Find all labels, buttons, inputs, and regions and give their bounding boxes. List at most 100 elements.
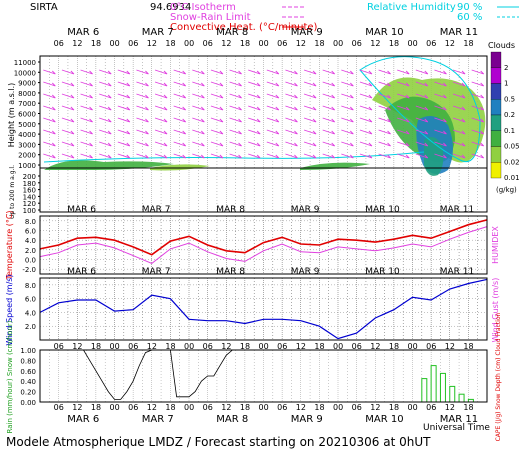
hour-tick-label: 00 [110, 403, 120, 412]
wind-arrow [378, 81, 391, 87]
wind-arrow [266, 105, 280, 111]
panel-frame [39, 277, 488, 341]
hour-tick-label: 18 [314, 39, 324, 48]
day-label: MAR 9 [291, 267, 320, 277]
wind-arrow [192, 69, 205, 75]
wind-arrow [266, 129, 280, 135]
low-height-tick-label: 200 [23, 173, 36, 181]
temp-tick-label: 8.0 [25, 218, 36, 226]
day-label: MAR 7 [142, 27, 174, 38]
wind-arrow [471, 69, 485, 75]
wind-arrow [285, 69, 298, 75]
temp-series-line [39, 219, 488, 256]
wind-arrow [61, 129, 75, 135]
day-label: MAR 8 [216, 414, 248, 425]
wind-arrow [285, 129, 298, 135]
wind-arrow [80, 117, 93, 123]
wind-arrow [285, 153, 298, 159]
height-tick-label: 6000 [18, 111, 36, 119]
day-label: MAR 10 [365, 414, 403, 425]
wind-arrow [248, 153, 261, 159]
hour-tick-label: 18 [314, 342, 324, 351]
height-axis-title: Height (m a.s.l.) [7, 83, 16, 148]
wind-arrow [210, 117, 224, 123]
wind-tick-label: 6.0 [25, 296, 36, 304]
hour-tick-label: 18 [389, 39, 399, 48]
hour-tick-label: 00 [408, 403, 418, 412]
wind-arrow [359, 141, 373, 147]
wind-arrow [99, 81, 112, 87]
wind-arrow [303, 141, 317, 147]
wind-arrow [248, 93, 261, 99]
wind-arrow [136, 117, 149, 123]
hour-tick-label: 12 [72, 39, 82, 48]
wind-arrow [452, 141, 466, 147]
low-height-tick-label: 120 [23, 200, 36, 208]
panel-frame [39, 349, 488, 403]
legend-rh-90: 90 % [457, 2, 482, 13]
wind-arrow [80, 129, 93, 135]
day-label: MAR 6 [67, 414, 99, 425]
wind-arrow [210, 69, 224, 75]
hour-tick-label: 06 [128, 39, 138, 48]
wind-arrow [341, 117, 354, 123]
hour-tick-label: 18 [389, 403, 399, 412]
wind-arrow [154, 93, 168, 99]
height-tick-label: 1000 [18, 162, 36, 170]
wind-arrow [415, 129, 429, 135]
legend-convective: Convective Heat. (°C/minute) [170, 22, 318, 33]
day-label: MAR 6 [67, 205, 96, 215]
wind-arrow [173, 105, 187, 111]
day-label: MAR 11 [440, 27, 478, 38]
wind-arrow [397, 129, 410, 135]
height-tick-label: 9000 [18, 80, 36, 88]
wind-arrow [99, 129, 112, 135]
wind-arrow [471, 153, 485, 159]
day-label: MAR 11 [440, 267, 475, 277]
height-tick-label: 11000 [14, 59, 36, 67]
hour-tick-label: 18 [463, 403, 473, 412]
wind-axis-title: Wind Speed (m/s) [5, 274, 14, 345]
height-tick-label: 2000 [18, 152, 36, 160]
precip-tick-label: 0.60 [20, 368, 36, 376]
wind-arrow [229, 117, 242, 123]
colorbar-level: 2 [504, 64, 508, 72]
wind-arrow [43, 81, 56, 87]
hour-tick-label: 18 [463, 39, 473, 48]
hour-tick-label: 06 [128, 342, 138, 351]
wind-arrow [248, 141, 261, 147]
day-label: MAR 7 [142, 205, 171, 215]
hour-tick-label: 06 [277, 39, 287, 48]
wind-arrow [434, 129, 447, 135]
day-label: MAR 11 [440, 205, 475, 215]
wind-arrow [80, 153, 93, 159]
wind-arrow [173, 93, 187, 99]
wind-arrow [434, 117, 447, 123]
low-height-tick-label: 140 [23, 193, 36, 201]
wind-arrow [285, 81, 298, 87]
wind-arrow [378, 153, 391, 159]
wind-arrow [359, 93, 373, 99]
cloud-mass [150, 164, 210, 171]
cape-axis-title: CAPE (J/g) Snow Depth (cm) Cloud Fractio… [495, 312, 502, 441]
wind-arrow [452, 153, 466, 159]
wind-arrow [266, 117, 280, 123]
wind-arrow [229, 129, 242, 135]
wind-arrow [322, 105, 336, 111]
wind-arrow [359, 129, 373, 135]
wind-arrow [99, 117, 112, 123]
day-label: MAR 8 [216, 205, 245, 215]
wind-arrow [117, 105, 131, 111]
wind-arrow [136, 69, 149, 75]
wind-arrow [117, 93, 131, 99]
wind-arrow [43, 105, 56, 111]
hour-tick-label: 00 [184, 39, 194, 48]
wind-arrow [80, 105, 93, 111]
wind-arrow [192, 153, 205, 159]
wind-arrow [434, 105, 447, 111]
hour-tick-label: 00 [259, 39, 269, 48]
wind-arrow [378, 141, 391, 147]
height-tick-label: 3000 [18, 141, 36, 149]
hour-tick-label: 06 [426, 403, 436, 412]
humidex-axis-title: HUMIDEX [491, 226, 500, 264]
